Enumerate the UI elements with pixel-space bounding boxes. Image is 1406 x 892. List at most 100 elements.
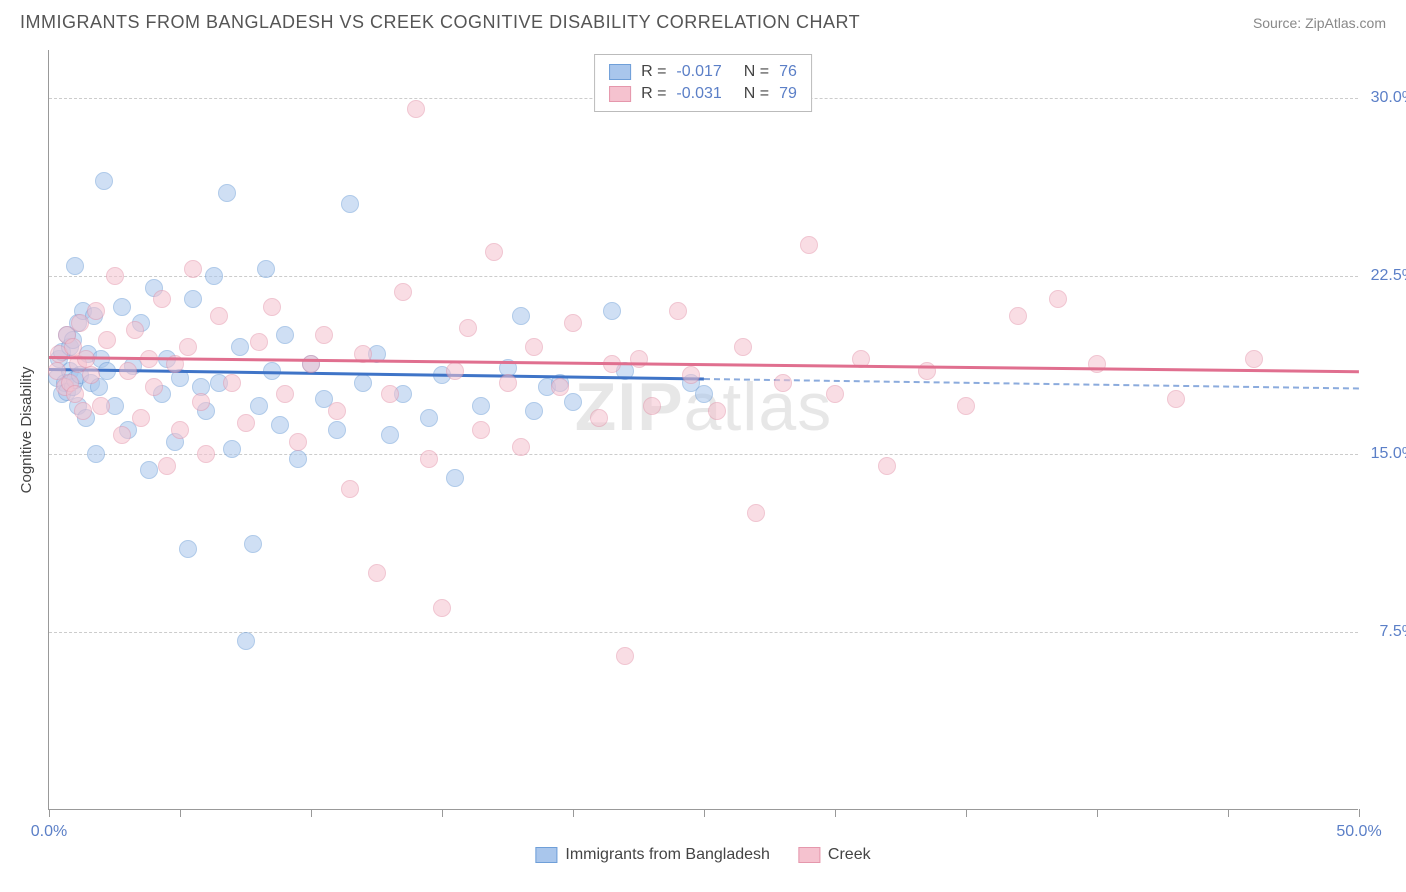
x-tick — [1097, 809, 1098, 817]
data-point — [95, 172, 113, 190]
data-point — [485, 243, 503, 261]
data-point — [328, 402, 346, 420]
n-value: 76 — [779, 63, 797, 81]
data-point — [276, 326, 294, 344]
data-point — [603, 302, 621, 320]
x-tick — [49, 809, 50, 817]
data-point — [525, 402, 543, 420]
data-point — [244, 535, 262, 553]
data-point — [800, 236, 818, 254]
data-point — [113, 298, 131, 316]
data-point — [66, 385, 84, 403]
data-point — [1009, 307, 1027, 325]
data-point — [74, 402, 92, 420]
x-tick — [966, 809, 967, 817]
data-point — [276, 385, 294, 403]
series-legend: Immigrants from Bangladesh Creek — [535, 846, 870, 864]
legend-item: Creek — [798, 846, 871, 864]
data-point — [197, 445, 215, 463]
trend-line-extrapolated — [704, 378, 1359, 389]
legend-label: Immigrants from Bangladesh — [565, 846, 770, 864]
data-point — [708, 402, 726, 420]
stat-label: R = — [641, 63, 666, 81]
data-point — [98, 331, 116, 349]
data-point — [695, 385, 713, 403]
data-point — [87, 302, 105, 320]
data-point — [643, 397, 661, 415]
data-point — [499, 374, 517, 392]
data-point — [205, 267, 223, 285]
data-point — [381, 385, 399, 403]
data-point — [184, 260, 202, 278]
y-tick-label: 7.5% — [1380, 623, 1406, 641]
x-tick — [442, 809, 443, 817]
data-point — [132, 409, 150, 427]
data-point — [289, 433, 307, 451]
data-point — [472, 421, 490, 439]
data-point — [420, 409, 438, 427]
data-point — [512, 438, 530, 456]
y-axis-label: Cognitive Disability — [18, 367, 35, 494]
data-point — [113, 426, 131, 444]
data-point — [263, 298, 281, 316]
legend-swatch — [609, 86, 631, 102]
data-point — [669, 302, 687, 320]
gridline — [49, 454, 1358, 455]
data-point — [630, 350, 648, 368]
data-point — [223, 374, 241, 392]
source-name: ZipAtlas.com — [1305, 15, 1386, 31]
data-point — [420, 450, 438, 468]
data-point — [71, 314, 89, 332]
legend-label: Creek — [828, 846, 871, 864]
data-point — [250, 333, 268, 351]
data-point — [179, 540, 197, 558]
data-point — [1245, 350, 1263, 368]
data-point — [407, 100, 425, 118]
data-point — [223, 440, 241, 458]
data-point — [231, 338, 249, 356]
data-point — [774, 374, 792, 392]
data-point — [87, 445, 105, 463]
x-tick — [311, 809, 312, 817]
x-tick — [835, 809, 836, 817]
data-point — [153, 290, 171, 308]
data-point — [878, 457, 896, 475]
data-point — [106, 267, 124, 285]
data-point — [1049, 290, 1067, 308]
data-point — [171, 421, 189, 439]
data-point — [446, 362, 464, 380]
data-point — [472, 397, 490, 415]
data-point — [328, 421, 346, 439]
data-point — [302, 355, 320, 373]
gridline — [49, 276, 1358, 277]
data-point — [734, 338, 752, 356]
data-point — [551, 378, 569, 396]
data-point — [564, 393, 582, 411]
data-point — [341, 195, 359, 213]
y-tick-label: 22.5% — [1371, 267, 1406, 285]
data-point — [957, 397, 975, 415]
x-tick — [704, 809, 705, 817]
x-tick — [573, 809, 574, 817]
stats-row: R = -0.031N = 79 — [609, 83, 797, 105]
legend-swatch — [535, 847, 557, 863]
data-point — [459, 319, 477, 337]
y-tick-label: 30.0% — [1371, 89, 1406, 107]
data-point — [145, 378, 163, 396]
x-tick — [1228, 809, 1229, 817]
data-point — [250, 397, 268, 415]
r-value: -0.031 — [676, 85, 721, 103]
stat-label: R = — [641, 85, 666, 103]
legend-item: Immigrants from Bangladesh — [535, 846, 770, 864]
data-point — [1167, 390, 1185, 408]
r-value: -0.017 — [676, 63, 721, 81]
data-point — [92, 397, 110, 415]
data-point — [66, 257, 84, 275]
x-tick-label: 0.0% — [31, 823, 67, 841]
source-attribution: Source: ZipAtlas.com — [1253, 15, 1386, 31]
legend-swatch — [609, 64, 631, 80]
data-point — [446, 469, 464, 487]
data-point — [210, 307, 228, 325]
data-point — [184, 290, 202, 308]
data-point — [368, 564, 386, 582]
